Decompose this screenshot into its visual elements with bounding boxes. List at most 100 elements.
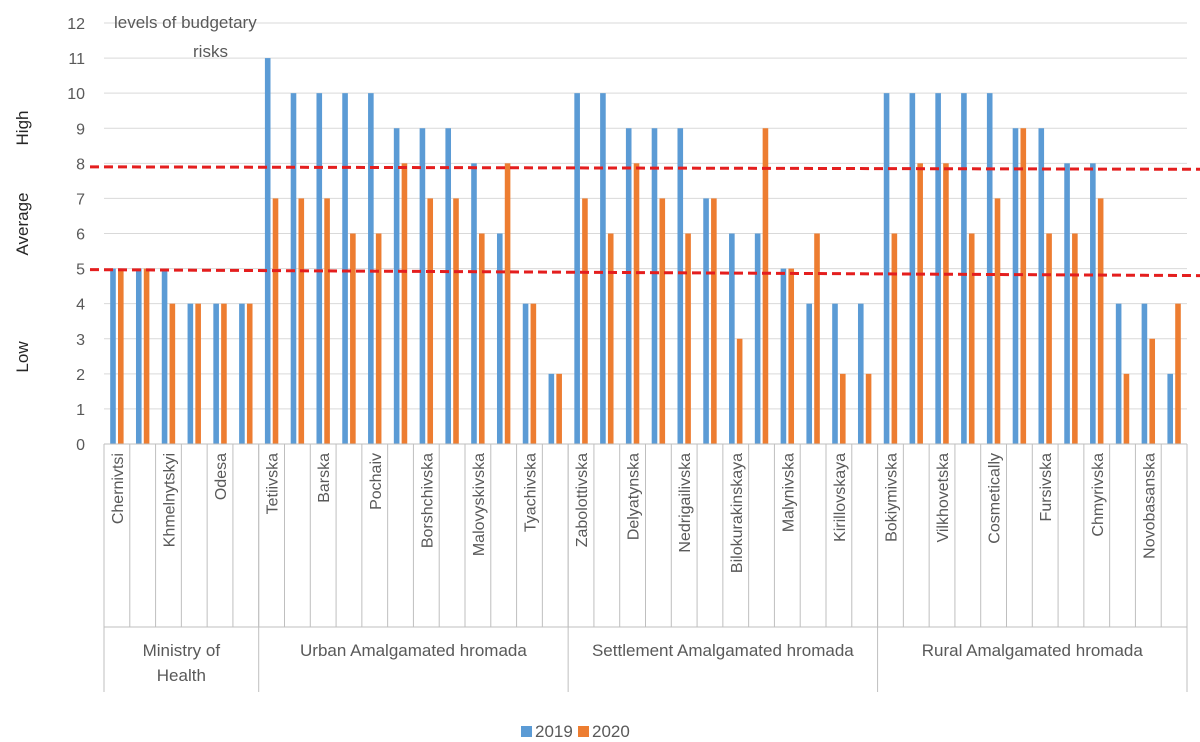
bar-2019 (909, 93, 916, 445)
category-label: Borshchivska (419, 453, 436, 548)
bar-2020 (839, 373, 846, 444)
bar-2020 (582, 198, 588, 444)
bar-2020 (685, 233, 691, 444)
y-tick-label: 4 (76, 297, 85, 314)
bar-2020 (195, 303, 201, 444)
bar-2019 (445, 128, 452, 444)
group-label: Ministry of Health (143, 641, 221, 685)
y-tick-label: 8 (76, 156, 85, 173)
category-label: Chmyrivska (1090, 453, 1107, 537)
group-label-line: Health (157, 666, 206, 685)
bar-2020 (350, 233, 356, 444)
bar-2020 (221, 303, 227, 444)
bar-2019 (857, 303, 864, 444)
bar-2020 (375, 233, 382, 444)
legend: 2019 2020 (521, 722, 630, 741)
bar-2020 (1097, 198, 1104, 444)
y-tick-label: 0 (76, 437, 85, 454)
category-label: Barska (316, 453, 333, 503)
bar-2020 (814, 233, 820, 444)
bar-2020 (1020, 128, 1027, 444)
category-label: Tetiivska (265, 453, 282, 514)
category-label: Malovyskivska (471, 453, 488, 556)
bar-2020 (324, 198, 330, 444)
annotation-line: risks (193, 42, 228, 61)
annotation-line: levels of budgetary (114, 13, 257, 32)
category-label: Bilokurakinskaya (729, 453, 746, 573)
bar-2019 (600, 93, 606, 445)
bar-2020 (968, 233, 975, 444)
bar-2020 (246, 303, 253, 444)
bar-2019 (780, 268, 787, 444)
bar-2020 (891, 233, 898, 444)
bar-2020 (607, 233, 614, 444)
category-label: Kirillovskaya (832, 453, 849, 542)
group-label-line: Settlement Amalgamated hromada (592, 641, 854, 660)
bar-2019 (1090, 163, 1096, 445)
category-label: Pochaiv (368, 453, 385, 510)
legend-label: 2019 (535, 722, 573, 741)
y-tick-label: 1 (76, 402, 85, 419)
bar-marks (110, 58, 1181, 445)
bar-2019 (419, 128, 426, 444)
bar-2020 (994, 198, 1001, 444)
bar-2019 (213, 303, 219, 444)
bar-2019 (883, 93, 890, 445)
category-label: Bokiymivska (883, 453, 900, 542)
bar-2020 (401, 163, 408, 445)
bar-2019 (135, 268, 142, 444)
risk-band-label: Low (13, 341, 32, 373)
bar-2020 (530, 303, 537, 444)
bar-2019 (239, 303, 245, 444)
bar-2020 (711, 198, 717, 444)
risk-band-labels: High Average Low (13, 111, 32, 373)
bar-2020 (788, 268, 795, 444)
group-label: Settlement Amalgamated hromada (592, 641, 854, 660)
bar-2020 (117, 268, 124, 444)
bar-2019 (625, 128, 632, 444)
bar-2019 (574, 93, 580, 445)
category-label: Vilkhovetska (935, 453, 952, 543)
category-label: Khmelnytskyi (161, 453, 178, 547)
y-tick-label: 9 (76, 121, 85, 138)
bar-2020 (298, 198, 305, 444)
bar-2019 (1038, 128, 1045, 444)
bar-2019 (496, 233, 503, 444)
bar-2019 (110, 268, 116, 444)
bar-2020 (427, 198, 434, 444)
bar-2020 (272, 198, 279, 444)
category-label: Delyatynska (626, 453, 643, 540)
y-tick-label: 2 (76, 367, 85, 384)
bar-2020 (633, 163, 640, 445)
chart-annotation: levels of budgetary risks (114, 13, 257, 61)
bar-2019 (316, 93, 323, 445)
bar-2019 (754, 233, 761, 444)
threshold-line (89, 165, 1200, 171)
bar-2019 (342, 93, 348, 445)
category-label: Nedrigailivska (677, 453, 694, 553)
bar-2020 (169, 303, 176, 444)
legend-swatch-2019 (521, 726, 532, 737)
y-tick-label: 5 (76, 262, 85, 279)
bar-2019 (729, 233, 735, 444)
chart-gridlines (104, 22, 1187, 410)
bar-2019 (161, 268, 168, 444)
bar-2019 (806, 303, 813, 444)
bar-2019 (1064, 163, 1070, 445)
y-tick-label: 7 (76, 191, 85, 208)
bar-2019 (264, 58, 271, 444)
bar-2019 (935, 93, 941, 445)
bar-2019 (290, 93, 297, 445)
bar-2020 (504, 163, 511, 445)
bar-2020 (478, 233, 485, 444)
category-label: Cosmetically (987, 453, 1004, 544)
category-label: Malynivska (780, 453, 797, 532)
threshold-lines (89, 165, 1200, 278)
bar-2020 (1046, 233, 1052, 444)
bar-2020 (143, 268, 150, 444)
bar-2019 (522, 303, 529, 444)
category-label: Zabolottivska (574, 453, 591, 547)
bar-2020 (1175, 303, 1181, 444)
